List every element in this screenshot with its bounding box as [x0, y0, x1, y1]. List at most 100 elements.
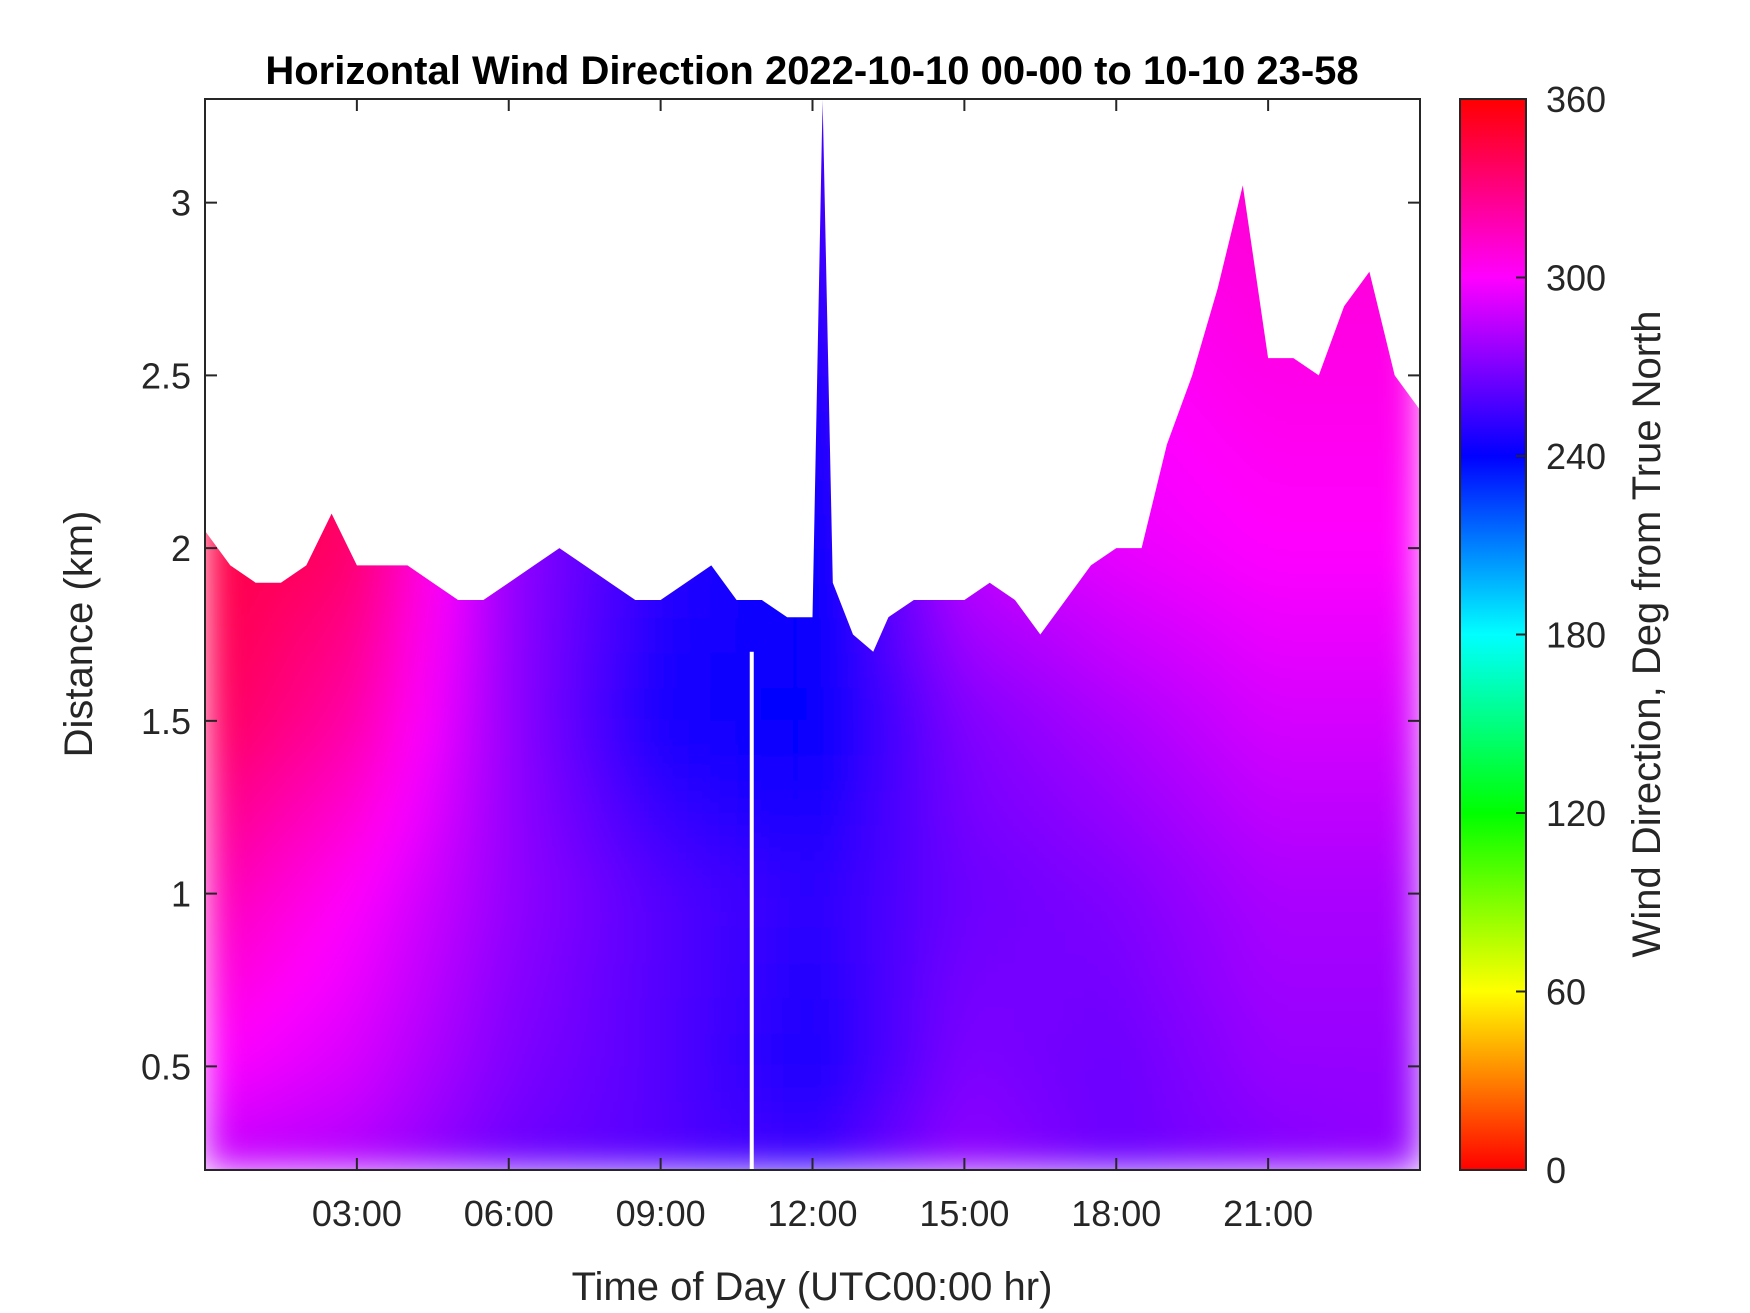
heatmap-cell	[457, 650, 485, 688]
heatmap-cell	[1241, 996, 1270, 1033]
heatmap-cell	[355, 996, 384, 1033]
heatmap-cell	[1165, 1030, 1194, 1068]
heatmap-cell	[355, 823, 384, 861]
heatmap-cell	[1191, 685, 1219, 722]
heatmap-cell	[431, 616, 460, 653]
heatmap-cell	[1292, 1030, 1320, 1068]
heatmap-cell	[1292, 547, 1320, 584]
heatmap-cell	[710, 719, 738, 757]
heatmap-cell	[1191, 823, 1219, 861]
heatmap-cell	[912, 685, 941, 722]
heatmap-cell	[583, 685, 611, 722]
heatmap-cell	[938, 1030, 966, 1068]
heatmap-cell	[811, 685, 839, 722]
heatmap-cell	[735, 1030, 763, 1068]
heatmap-cell	[1317, 858, 1346, 895]
y-tick-label: 2.5	[141, 355, 191, 396]
heatmap-cell	[406, 1030, 434, 1068]
heatmap-cell	[760, 1099, 789, 1137]
colorbar-label: Wind Direction, Deg from True North	[1625, 311, 1669, 958]
colorbar-tick-label: 180	[1546, 615, 1606, 656]
heatmap-cell	[963, 1065, 991, 1102]
data-gap	[749, 651, 754, 1170]
heatmap-cell	[684, 858, 713, 895]
heatmap-cell	[887, 685, 915, 722]
heatmap-cell	[355, 616, 384, 653]
heatmap-cell	[659, 788, 687, 826]
heatmap-cell	[1292, 1065, 1320, 1102]
heatmap-cell	[988, 996, 1016, 1033]
heatmap-cell	[912, 892, 941, 930]
heatmap-cell	[1191, 754, 1219, 791]
heatmap-cell	[1089, 1030, 1118, 1068]
heatmap-cell	[710, 616, 738, 653]
heatmap-cell	[1064, 823, 1092, 861]
heatmap-cell	[1343, 581, 1371, 619]
heatmap-cell	[1165, 443, 1194, 481]
heatmap-cell	[482, 858, 510, 895]
heatmap-cell	[1140, 996, 1168, 1033]
heatmap-cell	[254, 1134, 282, 1170]
heatmap-cell	[786, 858, 814, 895]
heatmap-cell	[1216, 1099, 1244, 1137]
heatmap-cell	[1292, 858, 1320, 895]
heatmap-cell	[1216, 339, 1244, 377]
heatmap-cell	[1292, 961, 1320, 999]
heatmap-cell	[684, 961, 713, 999]
heatmap-cell	[684, 1030, 713, 1068]
heatmap-cell	[1191, 1030, 1219, 1068]
heatmap-cell	[887, 1099, 915, 1137]
heatmap-cell	[254, 1030, 282, 1068]
heatmap-cell	[963, 927, 991, 964]
heatmap-cell	[1216, 685, 1244, 722]
heatmap-cell	[205, 650, 232, 688]
heatmap-cell	[836, 892, 865, 930]
heatmap-cell	[1089, 858, 1118, 895]
heatmap-cell	[507, 616, 536, 653]
heatmap-cell	[1317, 719, 1346, 757]
heatmap-cell	[1165, 788, 1194, 826]
heatmap-cell	[684, 719, 713, 757]
heatmap-cell	[381, 650, 409, 688]
heatmap-cell	[1343, 305, 1371, 342]
heatmap-cell	[710, 961, 738, 999]
heatmap-cell	[988, 719, 1016, 757]
heatmap-cell	[659, 996, 687, 1033]
heatmap-cell	[583, 1030, 611, 1068]
heatmap-cell	[634, 927, 662, 964]
heatmap-cell	[1191, 650, 1219, 688]
heatmap-cell	[558, 616, 586, 653]
y-tick-label: 1	[171, 874, 191, 915]
heatmap-cell	[710, 1065, 738, 1102]
heatmap-cell	[811, 996, 839, 1033]
heatmap-cell	[482, 1134, 510, 1170]
heatmap-cell	[279, 1065, 308, 1102]
heatmap-cell	[1064, 616, 1092, 653]
heatmap-cell	[1140, 858, 1168, 895]
heatmap-cell	[659, 616, 687, 653]
heatmap-cell	[963, 788, 991, 826]
heatmap-cell	[431, 996, 460, 1033]
heatmap-cell	[279, 650, 308, 688]
heatmap-cell	[912, 1065, 941, 1102]
heatmap-cell	[912, 823, 941, 861]
heatmap-cell	[760, 927, 789, 964]
heatmap-cell	[1343, 443, 1371, 481]
heatmap-cell	[659, 927, 687, 964]
heatmap-cell	[710, 1030, 738, 1068]
heatmap-cell	[1014, 927, 1042, 964]
heatmap-cell	[583, 1065, 611, 1102]
heatmap-cell	[760, 961, 789, 999]
heatmap-cell	[558, 823, 586, 861]
heatmap-cell	[205, 996, 232, 1033]
heatmap-cell	[1014, 650, 1042, 688]
heatmap-cell	[862, 754, 890, 791]
heatmap-cell	[1014, 858, 1042, 895]
heatmap-cell	[558, 927, 586, 964]
heatmap-cell	[760, 719, 789, 757]
heatmap-cell	[1115, 719, 1143, 757]
heatmap-cell	[1343, 754, 1371, 791]
heatmap-cell	[330, 754, 358, 791]
heatmap-cell	[1191, 996, 1219, 1033]
heatmap-cell	[786, 1065, 814, 1102]
